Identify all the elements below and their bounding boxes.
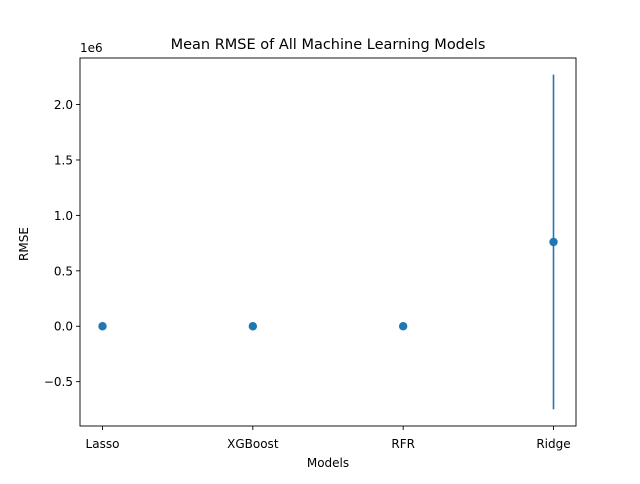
plot-area: −0.5 0.0 0.5 1.0 1.5 2.0 Lasso XGBoost RFR Ridge bbox=[44, 57, 577, 451]
data-point bbox=[549, 237, 558, 247]
y-tick-label: 2.0 bbox=[54, 98, 73, 112]
data-point bbox=[98, 322, 107, 331]
data-point bbox=[398, 322, 408, 331]
x-tick-label: RFR bbox=[391, 437, 415, 451]
x-axis-label: Models bbox=[307, 456, 349, 470]
y-axis-offset-label: 1e6 bbox=[80, 41, 103, 55]
x-tick-label: Lasso bbox=[86, 437, 120, 451]
y-tick-label: −0.5 bbox=[44, 375, 73, 389]
y-tick-label: 1.5 bbox=[54, 153, 73, 167]
y-tick-label: 0.5 bbox=[54, 264, 73, 278]
x-tick-label: Ridge bbox=[536, 437, 570, 451]
data-point bbox=[248, 322, 258, 331]
chart-title: Mean RMSE of All Machine Learning Models bbox=[171, 37, 486, 53]
y-tick-label: 0.0 bbox=[54, 320, 73, 334]
y-axis-label: RMSE bbox=[17, 227, 31, 261]
y-tick-label: 1.0 bbox=[54, 209, 73, 223]
x-tick-label: XGBoost bbox=[227, 437, 279, 451]
plot-frame bbox=[79, 57, 577, 427]
